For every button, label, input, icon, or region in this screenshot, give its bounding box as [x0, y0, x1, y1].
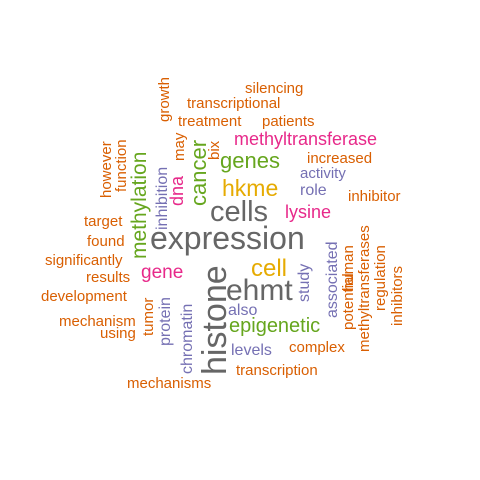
word-using: using — [100, 325, 136, 342]
word-epigenetic: epigenetic — [229, 315, 321, 337]
word-found: found — [87, 233, 125, 250]
word-methyltransferase: methyltransferase — [234, 129, 378, 149]
word-inhibition: inhibition — [154, 166, 171, 230]
word-treatment: treatment — [178, 113, 242, 130]
word-silencing: silencing — [245, 80, 304, 97]
word-transcription: transcription — [236, 362, 318, 379]
word-function: function — [113, 139, 130, 192]
word-mechanisms: mechanisms — [127, 375, 212, 392]
word-chromatin: chromatin — [179, 303, 196, 374]
word-study: study — [296, 263, 313, 302]
word-associated: associated — [324, 241, 341, 319]
word-potential: potential — [340, 273, 357, 330]
word-expression: expression — [150, 220, 305, 256]
word-hkme: hkme — [222, 175, 279, 201]
word-ehmt: ehmt — [226, 274, 293, 307]
word-methyltransferases: methyltransferases — [356, 225, 373, 352]
word-complex: complex — [289, 339, 345, 356]
word-role: role — [300, 182, 327, 199]
word-tumor: tumor — [140, 297, 157, 336]
word-mechanism: mechanism — [59, 313, 136, 330]
word-cell: cell — [251, 255, 288, 282]
word-also: also — [228, 302, 258, 319]
word-increased: increased — [307, 150, 373, 167]
word-levels: levels — [231, 342, 272, 359]
word-activity: activity — [300, 165, 346, 182]
word-may: may — [171, 132, 188, 161]
word-target: target — [84, 213, 123, 230]
word-however: however — [98, 141, 115, 198]
word-methylation: methylation — [128, 151, 151, 259]
word-growth: growth — [156, 76, 173, 122]
word-patients: patients — [262, 113, 315, 130]
word-bix: bix — [206, 140, 223, 160]
word-development: development — [41, 288, 127, 305]
word-significantly: significantly — [45, 252, 123, 269]
word-inhibitor: inhibitor — [348, 188, 401, 205]
word-regulation: regulation — [372, 245, 389, 311]
word-gene: gene — [141, 262, 184, 283]
word-genes: genes — [220, 148, 280, 173]
word-cells: cells — [210, 196, 269, 228]
word-inhibitors: inhibitors — [389, 265, 406, 326]
word-lysine: lysine — [285, 202, 332, 222]
word-transcriptional: transcriptional — [187, 95, 281, 112]
word-results: results — [86, 269, 131, 286]
word-protein: protein — [157, 297, 174, 346]
